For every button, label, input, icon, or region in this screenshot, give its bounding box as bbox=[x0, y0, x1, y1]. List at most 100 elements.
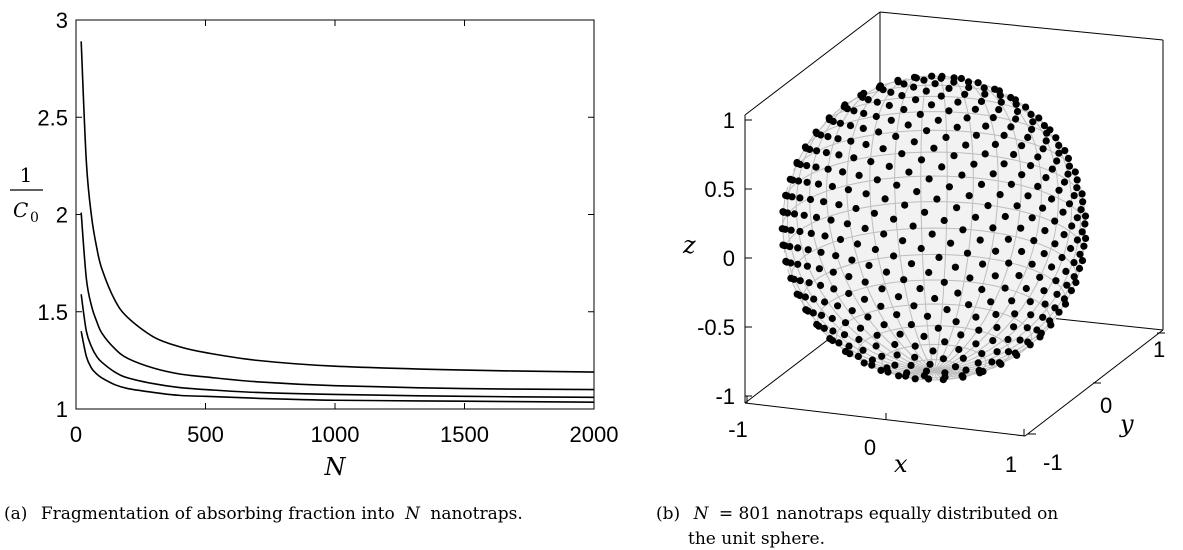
x-tick-label: 1 bbox=[1005, 452, 1017, 477]
nanotrap-point bbox=[911, 342, 919, 350]
nanotrap-point bbox=[1081, 212, 1090, 220]
nanotrap-point bbox=[940, 216, 948, 225]
nanotrap-point bbox=[806, 145, 814, 153]
nanotrap-point bbox=[962, 141, 970, 149]
z-axis-label: z bbox=[682, 231, 696, 259]
nanotrap-point bbox=[1042, 174, 1050, 182]
nanotrap-point bbox=[913, 188, 921, 196]
nanotrap-point bbox=[794, 244, 802, 252]
nanotrap-point bbox=[1053, 157, 1061, 165]
nanotrap-point bbox=[1061, 147, 1069, 155]
nanotrap-point bbox=[815, 322, 823, 330]
nanotrap-point bbox=[859, 346, 867, 354]
nanotrap-point bbox=[862, 140, 870, 149]
nanotrap-point bbox=[1063, 281, 1071, 289]
nanotrap-point bbox=[796, 291, 804, 299]
nanotrap-point bbox=[846, 350, 854, 358]
nanotrap-point bbox=[1024, 338, 1032, 346]
nanotrap-point bbox=[891, 361, 899, 369]
nanotrap-point bbox=[1041, 227, 1049, 235]
nanotrap-point bbox=[898, 150, 906, 158]
sphere-longitude-line bbox=[933, 75, 948, 371]
nanotrap-point bbox=[941, 369, 949, 377]
series-line-4 bbox=[80, 331, 595, 403]
nanotrap-point bbox=[812, 213, 821, 221]
nanotrap-point bbox=[1034, 153, 1042, 161]
nanotrap-point bbox=[1052, 277, 1060, 285]
nanotrap-point bbox=[911, 353, 919, 361]
nanotrap-point bbox=[934, 324, 942, 332]
sphere-longitude-line bbox=[933, 370, 939, 381]
nanotrap-point bbox=[1058, 253, 1066, 262]
nanotrap-point bbox=[813, 147, 821, 155]
nanotrap-point bbox=[829, 336, 837, 345]
nanotrap-point bbox=[1000, 160, 1008, 168]
nanotrap-point bbox=[1028, 214, 1036, 222]
nanotrap-point bbox=[1071, 168, 1079, 176]
y-tick-label: 1 bbox=[1153, 337, 1165, 362]
nanotrap-point bbox=[1065, 162, 1073, 170]
nanotrap-point bbox=[855, 171, 863, 179]
nanotrap-point bbox=[1010, 150, 1018, 159]
nanotrap-point bbox=[916, 285, 924, 293]
nanotrap-point bbox=[907, 260, 916, 268]
nanotrap-point bbox=[952, 318, 960, 326]
nanotrap-point bbox=[1039, 204, 1047, 212]
nanotrap-point bbox=[910, 83, 918, 91]
chart-a-fragmentation: 0 500 1000 1500 2000 1 1.5 2 2.5 3 N 1 C 0 (a) F… bbox=[4, 8, 618, 524]
nanotrap-point bbox=[796, 194, 804, 202]
nanotrap-point bbox=[917, 156, 926, 164]
chart-a-y-axis-label: 1 C 0 bbox=[10, 163, 43, 226]
nanotrap-point bbox=[896, 330, 904, 338]
nanotrap-point bbox=[800, 211, 808, 219]
nanotrap-point bbox=[917, 244, 925, 253]
nanotrap-point bbox=[900, 80, 908, 88]
nanotrap-point bbox=[868, 361, 876, 369]
nanotrap-point bbox=[870, 209, 879, 217]
nanotrap-point bbox=[912, 74, 921, 82]
nanotrap-point bbox=[1008, 297, 1016, 305]
nanotrap-point bbox=[1004, 348, 1013, 356]
nanotrap-point bbox=[859, 93, 867, 101]
nanotrap-point bbox=[873, 98, 881, 106]
nanotrap-point bbox=[947, 239, 955, 247]
nanotrap-point bbox=[1060, 295, 1068, 303]
nanotrap-point bbox=[929, 347, 937, 355]
nanotrap-point bbox=[950, 152, 958, 160]
nanotrap-point bbox=[834, 135, 842, 143]
series-line-1 bbox=[80, 41, 595, 373]
chart-a-x-axis-label: N bbox=[324, 453, 347, 481]
nanotrap-point bbox=[865, 261, 873, 270]
nanotrap-point bbox=[891, 340, 899, 349]
nanotrap-point bbox=[911, 375, 919, 383]
nanotrap-point bbox=[843, 220, 852, 228]
nanotrap-point bbox=[1017, 224, 1025, 232]
nanotrap-point bbox=[1028, 260, 1036, 268]
nanotrap-point bbox=[1034, 182, 1042, 190]
nanotrap-point bbox=[972, 131, 981, 139]
nanotrap-point bbox=[864, 96, 872, 104]
nanotrap-point bbox=[954, 289, 962, 297]
nanotrap-point bbox=[841, 319, 850, 327]
nanotrap-point bbox=[991, 140, 1000, 148]
nanotrap-point bbox=[887, 116, 895, 124]
nanotrap-point bbox=[822, 149, 831, 157]
nanotrap-point bbox=[788, 193, 796, 201]
nanotrap-point bbox=[1004, 335, 1012, 344]
nanotrap-point bbox=[1067, 244, 1075, 253]
nanotrap-point bbox=[978, 285, 986, 294]
nanotrap-point bbox=[835, 151, 843, 159]
z-ticks: 1 0.5 0 -0.5 -1 bbox=[697, 108, 752, 409]
nanotrap-point bbox=[937, 74, 945, 82]
nanotrap-point bbox=[1081, 220, 1089, 228]
series-line-3 bbox=[80, 294, 595, 399]
nanotrap-point bbox=[878, 285, 886, 293]
nanotrap-point bbox=[1040, 122, 1048, 130]
nanotrap-point bbox=[1070, 273, 1078, 281]
nanotrap-point bbox=[868, 356, 877, 364]
nanotrap-point bbox=[781, 225, 789, 233]
nanotrap-point bbox=[930, 144, 938, 152]
nanotrap-point bbox=[1051, 304, 1059, 312]
nanotrap-point bbox=[796, 277, 804, 285]
nanotrap-point bbox=[959, 226, 967, 234]
